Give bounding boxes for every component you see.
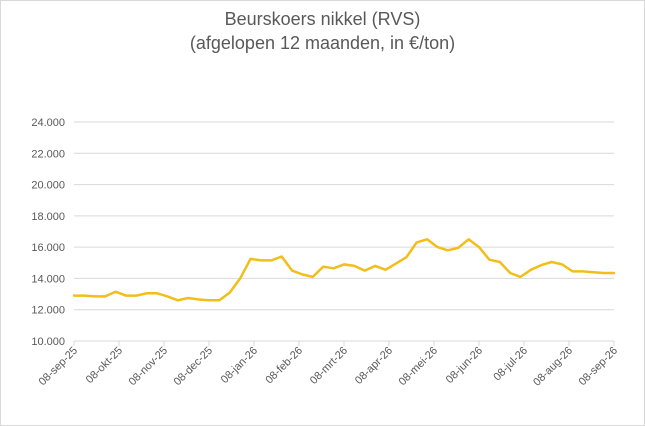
x-tick-label: 08-jun-26 — [444, 345, 485, 386]
x-tick-label: 08-mei-26 — [397, 345, 441, 389]
x-tick-label: 08-mrt-26 — [308, 345, 350, 387]
x-tick-label: 08-sep-26 — [577, 345, 621, 389]
y-tick-label: 18.000 — [31, 211, 65, 223]
y-tick-label: 16.000 — [31, 242, 65, 254]
y-axis-ticks: 10.000 12.000 14.000 16.000 18.000 20.000 22.0… — [31, 117, 65, 348]
x-tick-label: 08-sep-25 — [37, 345, 81, 389]
x-tick-label: 08-apr-26 — [353, 345, 395, 387]
series-layer — [72, 238, 616, 302]
y-tick-label: 22.000 — [31, 148, 65, 160]
gridlines — [74, 121, 614, 342]
x-axis-ticks: 08-sep-25 08-okt-25 08-nov-25 08-dec-25 08-j… — [37, 341, 621, 389]
y-tick-label: 24.000 — [31, 117, 65, 129]
series-line — [72, 238, 616, 302]
y-tick-label: 12.000 — [31, 305, 65, 317]
x-tick-label: 08-jan-26 — [219, 345, 260, 386]
x-tick-label: 08-aug-26 — [531, 345, 575, 389]
x-tick-label: 08-okt-25 — [84, 345, 125, 386]
chart-title: Beurskoers nikkel (RVS) — [224, 9, 421, 29]
x-tick-label: 08-jul-26 — [491, 345, 530, 384]
x-tick-label: 08-feb-26 — [263, 345, 305, 387]
y-tick-label: 10.000 — [31, 336, 65, 348]
y-tick-label: 20.000 — [31, 180, 65, 192]
y-tick-label: 14.000 — [31, 273, 65, 285]
chart-subtitle: (afgelopen 12 maanden, in €/ton) — [189, 33, 456, 53]
x-tick-label: 08-nov-25 — [127, 345, 171, 389]
x-tick-label: 08-dec-25 — [172, 345, 216, 389]
